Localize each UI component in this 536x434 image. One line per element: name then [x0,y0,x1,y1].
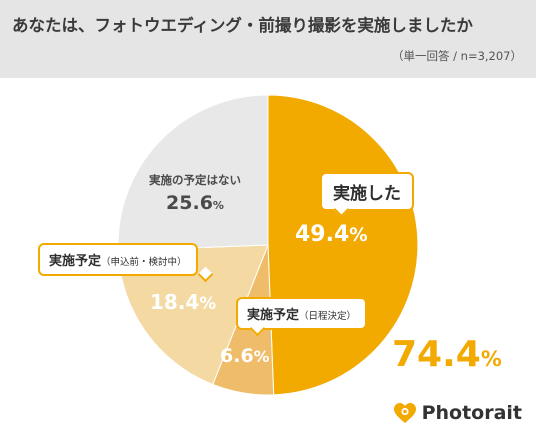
chart-title: あなたは、フォトウエディング・前撮り撮影を実施しましたか [12,16,473,35]
callout-done-label: 実施した [333,184,401,204]
callout-considering: 実施予定（申込前・検討中） [38,243,198,276]
callout-date-fixed: 実施予定（日程決定） [236,297,368,330]
slice-name-none: 実施の予定はない [149,173,241,187]
brand-name: Photorait [421,402,522,424]
total-annotation: 74.4% [392,334,502,375]
slice-value-considering: 18.4% [150,290,217,314]
callout-date-fixed-label: 実施予定 [247,308,300,323]
slice-value-date-fixed: 6.6% [220,345,270,367]
callout-considering-suffix: （申込前・検討中） [101,257,187,268]
slice-value-none: 25.6% [166,192,224,214]
chart-subtitle: （単一回答 / n=3,207） [391,49,522,63]
header-bar: あなたは、フォトウエディング・前撮り撮影を実施しましたか （単一回答 / n=3… [0,0,536,78]
brand-logo: Photorait [393,402,522,424]
callout-date-fixed-suffix: （日程決定） [299,311,357,322]
heart-camera-icon [393,403,416,423]
slice-none [117,94,269,252]
callout-done: 実施した [320,172,414,211]
slice-value-done: 49.4% [295,222,368,247]
callout-considering-label: 実施予定 [49,254,102,269]
slice-label-none: 実施の予定はない 25.6% [140,172,250,214]
